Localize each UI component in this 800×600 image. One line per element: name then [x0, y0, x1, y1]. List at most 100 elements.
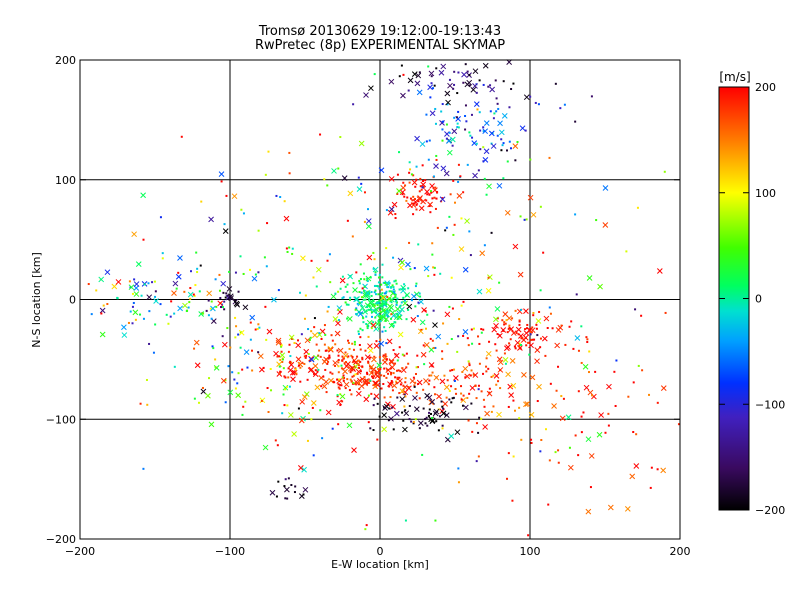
data-point-dot	[580, 431, 583, 434]
data-point-dot	[289, 355, 292, 358]
data-point-x	[175, 273, 182, 280]
data-point-dot	[547, 503, 550, 506]
data-point-dot	[525, 218, 528, 221]
data-point-x	[279, 352, 286, 359]
data-point-dot	[330, 334, 333, 337]
data-point-dot	[357, 330, 360, 333]
data-point-dot	[577, 349, 580, 352]
data-point-x	[380, 308, 387, 314]
data-point-x	[347, 273, 354, 280]
data-point-x	[446, 149, 453, 156]
data-point-x	[358, 140, 365, 147]
data-point-dot	[386, 308, 389, 311]
data-point-dot	[396, 297, 399, 300]
data-point-x	[588, 453, 595, 459]
data-point-dot	[430, 191, 433, 194]
data-point-dot	[364, 528, 367, 531]
data-point-dot	[555, 389, 558, 392]
data-point-dot	[649, 486, 652, 489]
data-point-x	[298, 417, 305, 424]
data-point-dot	[142, 467, 145, 470]
data-point-dot	[331, 372, 334, 375]
data-point-x	[541, 335, 548, 342]
data-point-dot	[376, 402, 379, 405]
data-point-dot	[515, 331, 518, 334]
data-point-dot	[446, 379, 449, 382]
data-point-dot	[371, 375, 374, 378]
data-point-dot	[399, 370, 402, 373]
data-point-x	[429, 183, 435, 189]
data-point-dot	[373, 397, 376, 400]
data-point-dot	[435, 158, 438, 161]
data-point-dot	[441, 103, 444, 106]
data-point-dot	[467, 419, 470, 422]
data-point-dot	[449, 193, 452, 196]
data-point-dot	[187, 306, 190, 309]
data-point-x	[519, 125, 526, 132]
data-point-dot	[490, 231, 493, 234]
data-point-x	[359, 304, 366, 311]
data-point-x	[343, 381, 350, 388]
data-point-x	[490, 143, 497, 149]
data-point-dot	[366, 325, 369, 328]
data-point-dot	[159, 303, 162, 306]
data-point-dot	[403, 283, 406, 286]
data-point-dot	[234, 387, 237, 390]
data-point-dot	[409, 197, 412, 200]
data-point-dot	[539, 289, 542, 292]
data-point-dot	[425, 113, 428, 116]
data-point-x	[314, 384, 321, 391]
data-point-dot	[352, 103, 355, 106]
data-point-x	[249, 314, 256, 321]
data-point-dot	[299, 291, 302, 294]
data-point-dot	[456, 92, 459, 95]
data-point-x	[331, 168, 337, 174]
data-point-dot	[441, 139, 444, 142]
data-point-x	[373, 326, 379, 332]
data-point-dot	[460, 385, 463, 388]
data-point-dot	[446, 103, 449, 106]
data-point-dot	[355, 361, 358, 364]
data-point-dot	[433, 196, 436, 199]
data-point-dot	[373, 304, 376, 307]
data-point-x	[346, 422, 353, 429]
data-point-dot	[495, 383, 498, 386]
data-point-dot	[431, 242, 434, 245]
data-point-dot	[373, 284, 376, 287]
data-point-x	[299, 398, 306, 405]
data-point-dot	[451, 369, 454, 372]
data-point-dot	[422, 186, 425, 189]
data-point-dot	[300, 333, 303, 336]
data-point-dot	[478, 111, 481, 114]
data-point-dot	[369, 276, 372, 279]
data-point-dot	[275, 194, 278, 197]
data-point-dot	[480, 417, 483, 420]
data-point-dot	[304, 356, 307, 359]
data-point-dot	[357, 367, 360, 370]
data-point-dot	[585, 336, 588, 339]
data-point-x	[493, 373, 500, 379]
data-point-dot	[344, 301, 347, 304]
data-point-dot	[416, 315, 419, 318]
data-point-dot	[214, 366, 217, 369]
data-point-dot	[468, 131, 471, 134]
data-point-x	[412, 395, 418, 401]
data-point-dot	[254, 328, 257, 331]
data-point-dot	[193, 397, 196, 400]
data-point-dot	[464, 128, 467, 131]
data-point-dot	[224, 296, 227, 299]
data-point-dot	[399, 304, 402, 307]
data-point-dot	[648, 393, 651, 396]
data-point-dot	[421, 186, 424, 189]
data-point-dot	[264, 173, 267, 176]
data-point-x	[372, 383, 379, 390]
data-point-dot	[437, 429, 440, 432]
data-point-dot	[508, 324, 511, 327]
data-point-x	[502, 311, 509, 317]
data-point-dot	[440, 400, 443, 403]
data-point-dot	[594, 370, 597, 373]
data-point-x	[132, 309, 139, 316]
data-point-x	[461, 71, 467, 78]
data-point-dot	[502, 329, 505, 332]
data-point-x	[399, 306, 405, 313]
